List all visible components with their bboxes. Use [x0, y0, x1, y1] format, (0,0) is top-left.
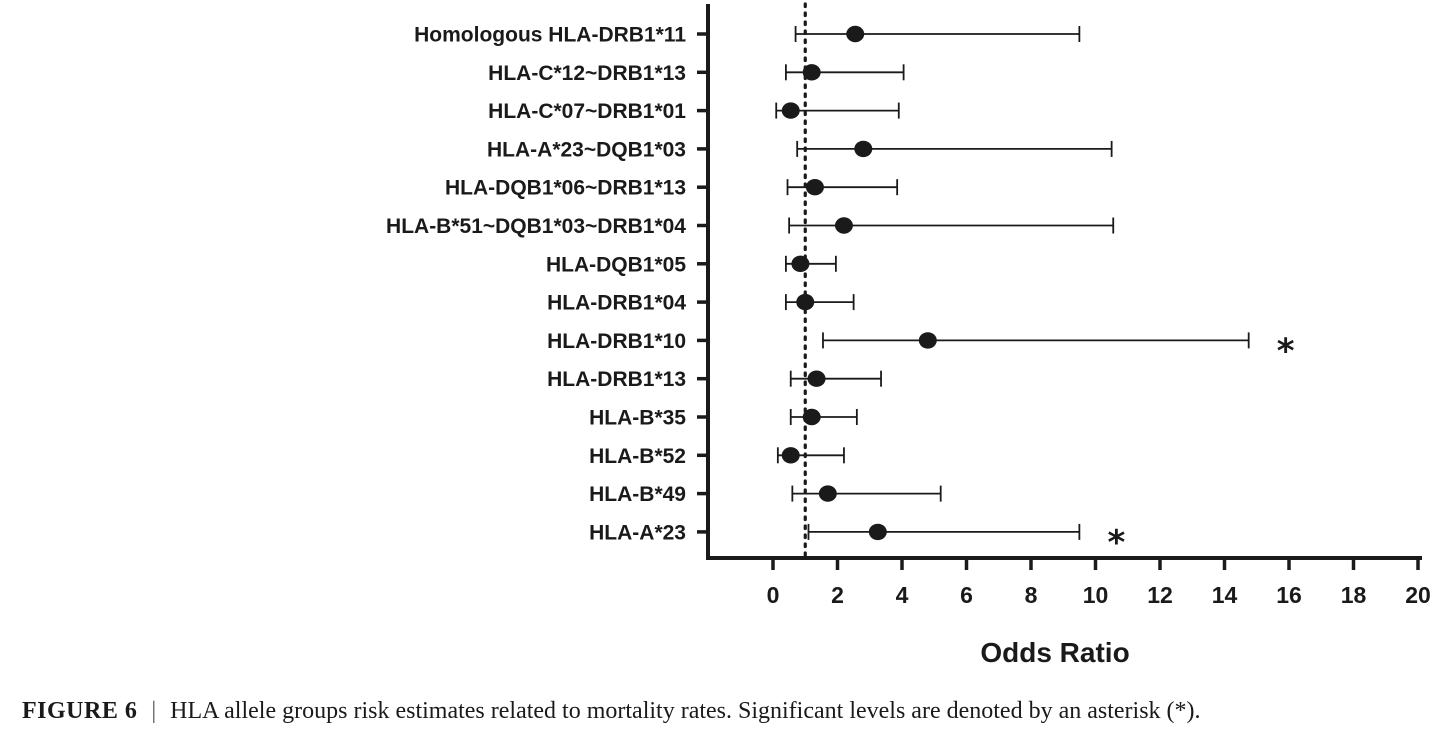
x-tick-label: 18	[1341, 582, 1367, 608]
estimate-row	[789, 408, 858, 426]
odds-ratio-point	[918, 332, 937, 349]
odds-ratio-point	[781, 102, 800, 119]
x-tick-label: 0	[767, 582, 780, 608]
estimate-row	[775, 102, 900, 119]
caption-text: HLA allele groups risk estimates related…	[170, 698, 1201, 724]
category-label: HLA-C*07~DRB1*01	[488, 100, 686, 123]
category-label: HLA-B*51~DQB1*03~DRB1*04	[386, 215, 686, 238]
estimate-row	[796, 140, 1113, 158]
axes	[706, 4, 1422, 560]
x-tick-label: 16	[1276, 582, 1302, 608]
odds-ratio-point	[818, 485, 837, 502]
x-tick-label: 12	[1147, 582, 1173, 608]
odds-ratio-point	[807, 370, 826, 387]
x-axis-ticks: 0 2 4 6 8 10 12 14 16 18 20	[767, 558, 1431, 608]
estimate-row	[789, 370, 882, 387]
category-label: HLA-B*35	[589, 407, 686, 430]
category-label: HLA-B*52	[589, 445, 686, 468]
significance-asterisk: *	[1107, 523, 1125, 563]
x-tick-label: 20	[1405, 582, 1431, 608]
odds-ratio-point	[868, 523, 887, 541]
category-label: Homologous HLA-DRB1*11	[414, 24, 686, 47]
category-label: HLA-DRB1*13	[547, 368, 686, 391]
x-axis-title: Odds Ratio	[980, 637, 1129, 668]
estimate-row: *	[807, 523, 1125, 563]
category-label: HLA-DQB1*06~DRB1*13	[445, 177, 686, 200]
category-label: HLA-DRB1*04	[547, 292, 686, 315]
odds-ratio-point	[802, 64, 821, 81]
figure-label: FIGURE 6	[22, 698, 138, 724]
x-tick-label: 4	[896, 582, 909, 608]
category-label: HLA-DQB1*05	[546, 253, 686, 276]
significance-asterisk: *	[1277, 331, 1295, 371]
odds-ratio-point	[796, 293, 815, 311]
x-tick-label: 2	[831, 582, 844, 608]
category-label: HLA-A*23	[589, 521, 686, 544]
category-labels: Homologous HLA-DRB1*11 HLA-C*12~DRB1*13 HL…	[386, 24, 708, 544]
odds-ratio-point	[854, 140, 873, 158]
estimate-row	[785, 293, 855, 311]
x-tick-label: 14	[1212, 582, 1238, 608]
x-tick-label: 10	[1083, 582, 1109, 608]
odds-ratio-point	[834, 217, 853, 234]
category-label: HLA-B*49	[589, 483, 686, 506]
odds-ratio-point	[802, 408, 821, 426]
odds-ratio-point	[846, 25, 865, 43]
estimate-row	[776, 447, 845, 464]
estimate-row	[794, 25, 1081, 43]
estimate-rows: **	[775, 25, 1295, 563]
estimate-row	[785, 64, 905, 81]
category-label: HLA-DRB1*10	[547, 330, 686, 353]
category-label: HLA-C*12~DRB1*13	[488, 62, 686, 85]
x-tick-label: 8	[1025, 582, 1038, 608]
estimate-row: *	[822, 331, 1295, 371]
x-tick-label: 6	[960, 582, 973, 608]
category-label: HLA-A*23~DQB1*03	[487, 138, 686, 161]
estimate-row	[791, 485, 942, 502]
forest-plot: Homologous HLA-DRB1*11 HLA-C*12~DRB1*13 HL…	[386, 2, 1431, 668]
odds-ratio-point	[781, 447, 800, 464]
estimate-row	[785, 255, 837, 272]
caption-separator: |	[151, 698, 157, 724]
odds-ratio-point	[791, 255, 810, 272]
odds-ratio-point	[805, 179, 824, 196]
estimate-row	[786, 179, 899, 196]
figure-caption: FIGURE 6 | HLA allele groups risk estimate…	[22, 698, 1442, 725]
estimate-row	[788, 217, 1115, 234]
